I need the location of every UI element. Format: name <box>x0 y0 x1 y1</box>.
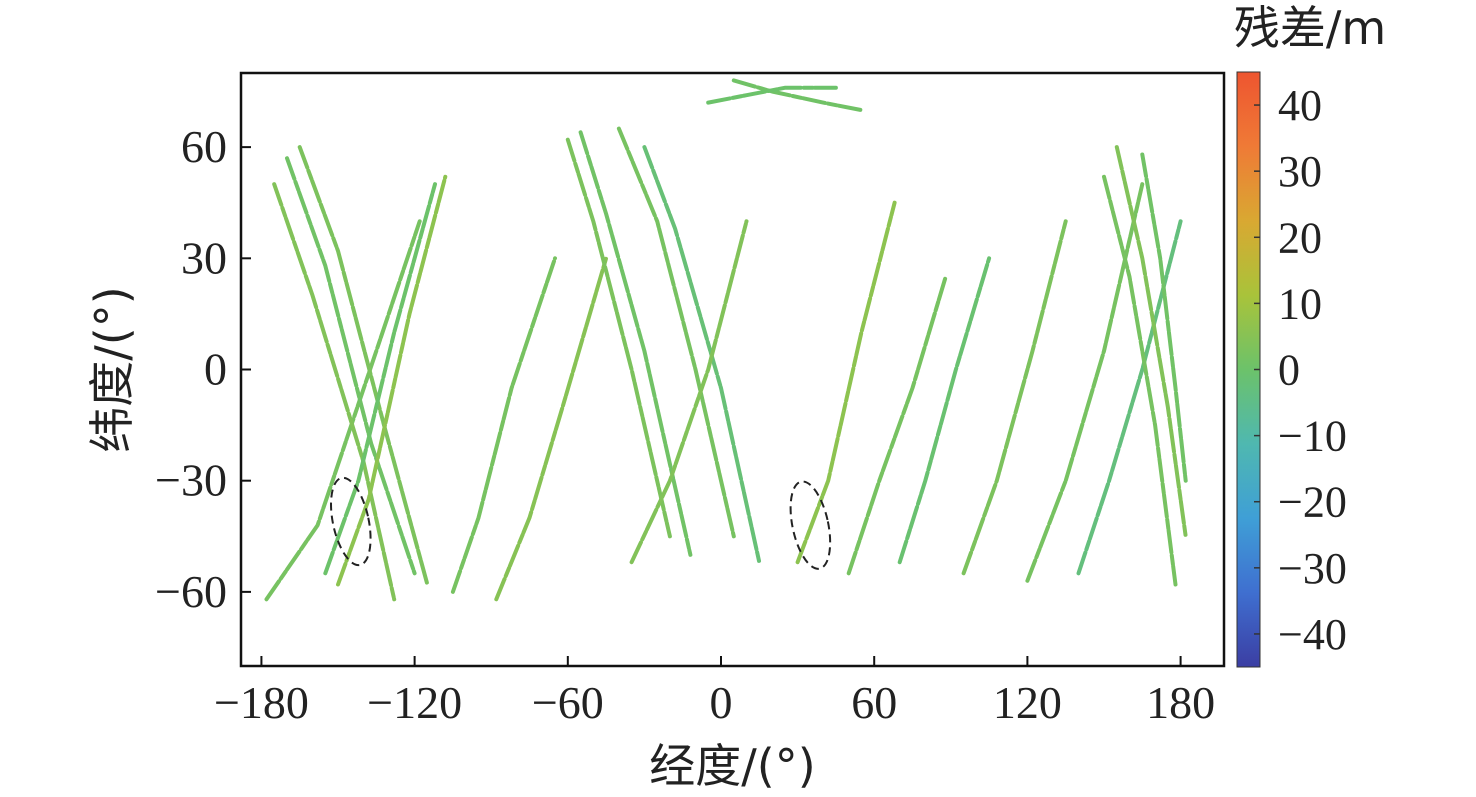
track-8 <box>494 256 609 602</box>
x-tick-label: −60 <box>532 677 604 728</box>
y-tick-label: 60 <box>181 121 227 172</box>
track-9 <box>565 137 672 539</box>
track-4 <box>297 145 430 587</box>
colorbar-ticks: 40 30 20 10 0 −10 −20 −30 −40 <box>1254 81 1347 659</box>
y-axis-title: 纬度/(°) <box>85 286 139 452</box>
annotations <box>330 476 832 570</box>
colorbar-tick-label: −40 <box>1278 610 1347 659</box>
track-2 <box>272 182 397 602</box>
track-20 <box>1025 182 1145 583</box>
track-6 <box>336 174 448 587</box>
x-tick-label: −180 <box>214 677 309 728</box>
track-13 <box>629 219 749 565</box>
track-1 <box>264 219 422 602</box>
colorbar-tick-label: −30 <box>1278 544 1347 593</box>
track-22 <box>1114 145 1188 539</box>
x-tick-label: 180 <box>1146 677 1215 728</box>
x-axis-title: 经度/(°) <box>649 739 815 793</box>
y-tick-label: 30 <box>181 232 227 283</box>
annotation-ellipse-2 <box>789 480 832 570</box>
track-10 <box>578 130 693 557</box>
track-14 <box>731 78 864 113</box>
colorbar-tick-label: 10 <box>1278 279 1322 328</box>
x-tick-label: 60 <box>851 677 897 728</box>
colorbar-tick-label: −20 <box>1278 478 1347 527</box>
track-19 <box>961 219 1068 576</box>
colorbar-title: 残差/m <box>1234 1 1386 55</box>
y-tick-label: −60 <box>155 566 227 617</box>
x-tick-label: 0 <box>710 677 733 728</box>
track-11 <box>616 126 736 539</box>
track-23 <box>1140 152 1188 483</box>
colorbar-tick-label: 20 <box>1278 213 1322 262</box>
track-24 <box>1102 174 1178 587</box>
track-16 <box>795 200 897 565</box>
colorbar-tick-label: 30 <box>1278 147 1322 196</box>
annotation-ellipse-1 <box>330 476 372 567</box>
data-tracks <box>264 78 1188 602</box>
track-7 <box>450 256 557 594</box>
track-3 <box>285 156 417 576</box>
track-12 <box>642 145 762 565</box>
x-tick-label: −120 <box>367 677 462 728</box>
track-17 <box>846 274 948 576</box>
x-axis-ticks: −180 −120 −60 0 60 120 180 <box>214 656 1215 728</box>
track-21 <box>1076 219 1183 576</box>
y-tick-label: −30 <box>155 455 227 506</box>
colorbar-tick-label: 0 <box>1278 346 1300 395</box>
y-tick-label: 0 <box>204 344 227 395</box>
track-15 <box>706 85 838 105</box>
colorbar-tick-label: 40 <box>1278 81 1322 130</box>
track-5 <box>323 182 437 576</box>
x-tick-label: 120 <box>993 677 1062 728</box>
colorbar-tick-label: −10 <box>1278 412 1347 461</box>
track-18 <box>897 256 992 565</box>
y-axis-ticks: −60 −30 0 30 60 <box>155 121 251 617</box>
